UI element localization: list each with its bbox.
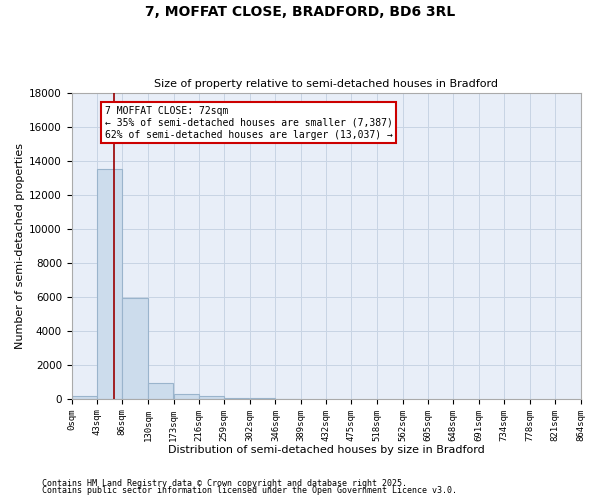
Bar [250,398,275,399]
Bar [148,382,173,399]
Bar [97,169,122,399]
Text: 7 MOFFAT CLOSE: 72sqm
← 35% of semi-detached houses are smaller (7,387)
62% of s: 7 MOFFAT CLOSE: 72sqm ← 35% of semi-deta… [105,106,392,140]
X-axis label: Distribution of semi-detached houses by size in Bradford: Distribution of semi-detached houses by … [167,445,484,455]
Title: Size of property relative to semi-detached houses in Bradford: Size of property relative to semi-detach… [154,79,498,89]
Bar [224,398,250,399]
Bar [72,396,97,399]
Bar [199,396,224,399]
Text: 7, MOFFAT CLOSE, BRADFORD, BD6 3RL: 7, MOFFAT CLOSE, BRADFORD, BD6 3RL [145,5,455,19]
Text: Contains public sector information licensed under the Open Government Licence v3: Contains public sector information licen… [42,486,457,495]
Bar [122,298,148,399]
Bar [173,394,199,399]
Y-axis label: Number of semi-detached properties: Number of semi-detached properties [15,142,25,348]
Text: Contains HM Land Registry data © Crown copyright and database right 2025.: Contains HM Land Registry data © Crown c… [42,478,407,488]
